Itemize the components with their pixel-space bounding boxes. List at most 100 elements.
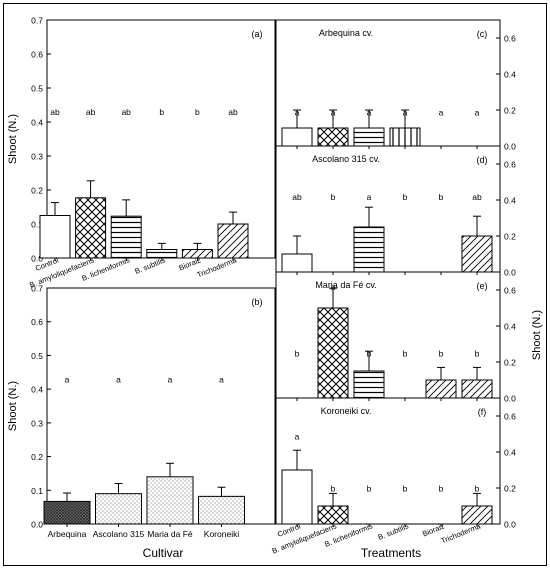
y-tick-label: 0.2 xyxy=(31,452,43,462)
significance-letter: b xyxy=(195,107,200,117)
bar xyxy=(110,215,142,259)
significance-letter: b xyxy=(159,107,164,117)
panel-letter: (e) xyxy=(477,281,488,291)
y-tick-label: 0.1 xyxy=(31,220,43,230)
y-tick-label: 0.3 xyxy=(31,418,43,428)
y-tick-label: 0.4 xyxy=(504,196,516,206)
x-tick-label: Trichoderma xyxy=(440,521,483,545)
y-tick-label: 0.1 xyxy=(31,486,43,496)
y-tick-label: 0.2 xyxy=(504,484,516,494)
panel-title: Arbequina cv. xyxy=(319,28,373,38)
y-axis-title: Shoot (N.) xyxy=(7,381,19,431)
bar xyxy=(317,307,349,399)
y-tick-label: 0.3 xyxy=(31,152,43,162)
significance-letter: b xyxy=(403,484,408,494)
x-tick-label: Trichoderma xyxy=(196,255,239,279)
bar xyxy=(146,476,194,525)
bar xyxy=(389,127,421,147)
significance-letter: b xyxy=(295,349,300,359)
significance-letter: a xyxy=(403,107,408,117)
significance-letter: b xyxy=(367,484,372,494)
panel-letter: (d) xyxy=(477,155,488,165)
y-tick-label: 0.0 xyxy=(504,520,516,530)
y-tick-label: 0.4 xyxy=(31,118,43,128)
bar xyxy=(95,493,142,525)
panel-title: Ascolano 315 cv. xyxy=(312,154,380,164)
panel-letter: (a) xyxy=(252,29,263,39)
bar xyxy=(43,500,91,525)
significance-letter: ab xyxy=(228,107,238,117)
bar xyxy=(461,235,493,273)
y-tick-label: 0.6 xyxy=(504,34,516,44)
y-tick-label: 0.6 xyxy=(31,317,43,327)
figure-frame xyxy=(3,3,547,566)
bar xyxy=(75,197,107,259)
significance-letter: a xyxy=(295,431,300,441)
panel-title: Koroneiki cv. xyxy=(321,406,372,416)
bar xyxy=(425,379,457,399)
y-tick-label: 0.6 xyxy=(504,286,516,296)
panel-letter: (c) xyxy=(477,29,488,39)
significance-letter: b xyxy=(367,349,372,359)
significance-letter: b xyxy=(331,484,336,494)
y-axis-title: Shoot (N.) xyxy=(7,114,19,164)
bar xyxy=(217,223,249,259)
y-tick-label: 0.4 xyxy=(504,322,516,332)
panel-title: Maria da Fé cv. xyxy=(315,280,376,290)
bar xyxy=(281,253,313,273)
significance-letter: b xyxy=(475,349,480,359)
y-tick-label: 0.4 xyxy=(504,70,516,80)
y-tick-label: 0.2 xyxy=(504,232,516,242)
significance-letter: ab xyxy=(86,107,96,117)
bar xyxy=(317,127,349,147)
y-tick-label: 0.0 xyxy=(504,268,516,278)
bar xyxy=(281,127,313,147)
y-tick-label: 0.0 xyxy=(31,254,43,264)
significance-letter: ab xyxy=(50,107,60,117)
significance-letter: a xyxy=(367,107,372,117)
significance-letter: b xyxy=(439,192,444,202)
x-tick-label: Ascolano 315 xyxy=(93,529,145,539)
significance-letter: a xyxy=(295,107,300,117)
x-axis-title-treatments: Treatments xyxy=(361,546,421,560)
significance-letter: b xyxy=(331,192,336,202)
significance-letter: b xyxy=(439,349,444,359)
chart-panel: 0.0 0.2 0.4 0.6 Shoot (N.) Maria da Fé cv. (e)… xyxy=(275,271,543,404)
significance-letter: a xyxy=(168,374,173,384)
plot-frame xyxy=(275,271,501,399)
y-tick-label: 0.6 xyxy=(31,50,43,60)
y-tick-label: 0.7 xyxy=(31,284,43,294)
y-tick-label: 0.6 xyxy=(504,412,516,422)
panel-letter: (b) xyxy=(252,297,263,307)
significance-letter: a xyxy=(331,107,336,117)
bar xyxy=(198,495,245,525)
significance-letter: a xyxy=(475,107,480,117)
bar xyxy=(281,469,313,525)
y-tick-label: 0.6 xyxy=(504,160,516,170)
y-tick-label: 0.0 xyxy=(504,142,516,152)
x-tick-label: Koroneiki xyxy=(204,529,240,539)
bar xyxy=(353,127,385,147)
significance-letter: a xyxy=(65,374,70,384)
y-tick-label: 0.0 xyxy=(31,520,43,530)
x-tick-label: Maria da Fé xyxy=(147,529,193,539)
y-tick-label: 0.7 xyxy=(31,16,43,26)
y-axis-title: Shoot (N.) xyxy=(531,310,543,360)
significance-letter: a xyxy=(219,374,224,384)
y-tick-label: 0.2 xyxy=(31,186,43,196)
y-tick-label: 0.5 xyxy=(31,351,43,361)
y-tick-label: 0.2 xyxy=(504,358,516,368)
significance-letter: b xyxy=(403,192,408,202)
plot-frame xyxy=(275,397,501,525)
significance-letter: ab xyxy=(472,192,482,202)
significance-letter: ab xyxy=(292,192,302,202)
y-tick-label: 0.2 xyxy=(504,106,516,116)
bar xyxy=(39,215,71,259)
significance-letter: b xyxy=(439,484,444,494)
significance-letter: ab xyxy=(121,107,131,117)
significance-letter: a xyxy=(331,282,336,292)
